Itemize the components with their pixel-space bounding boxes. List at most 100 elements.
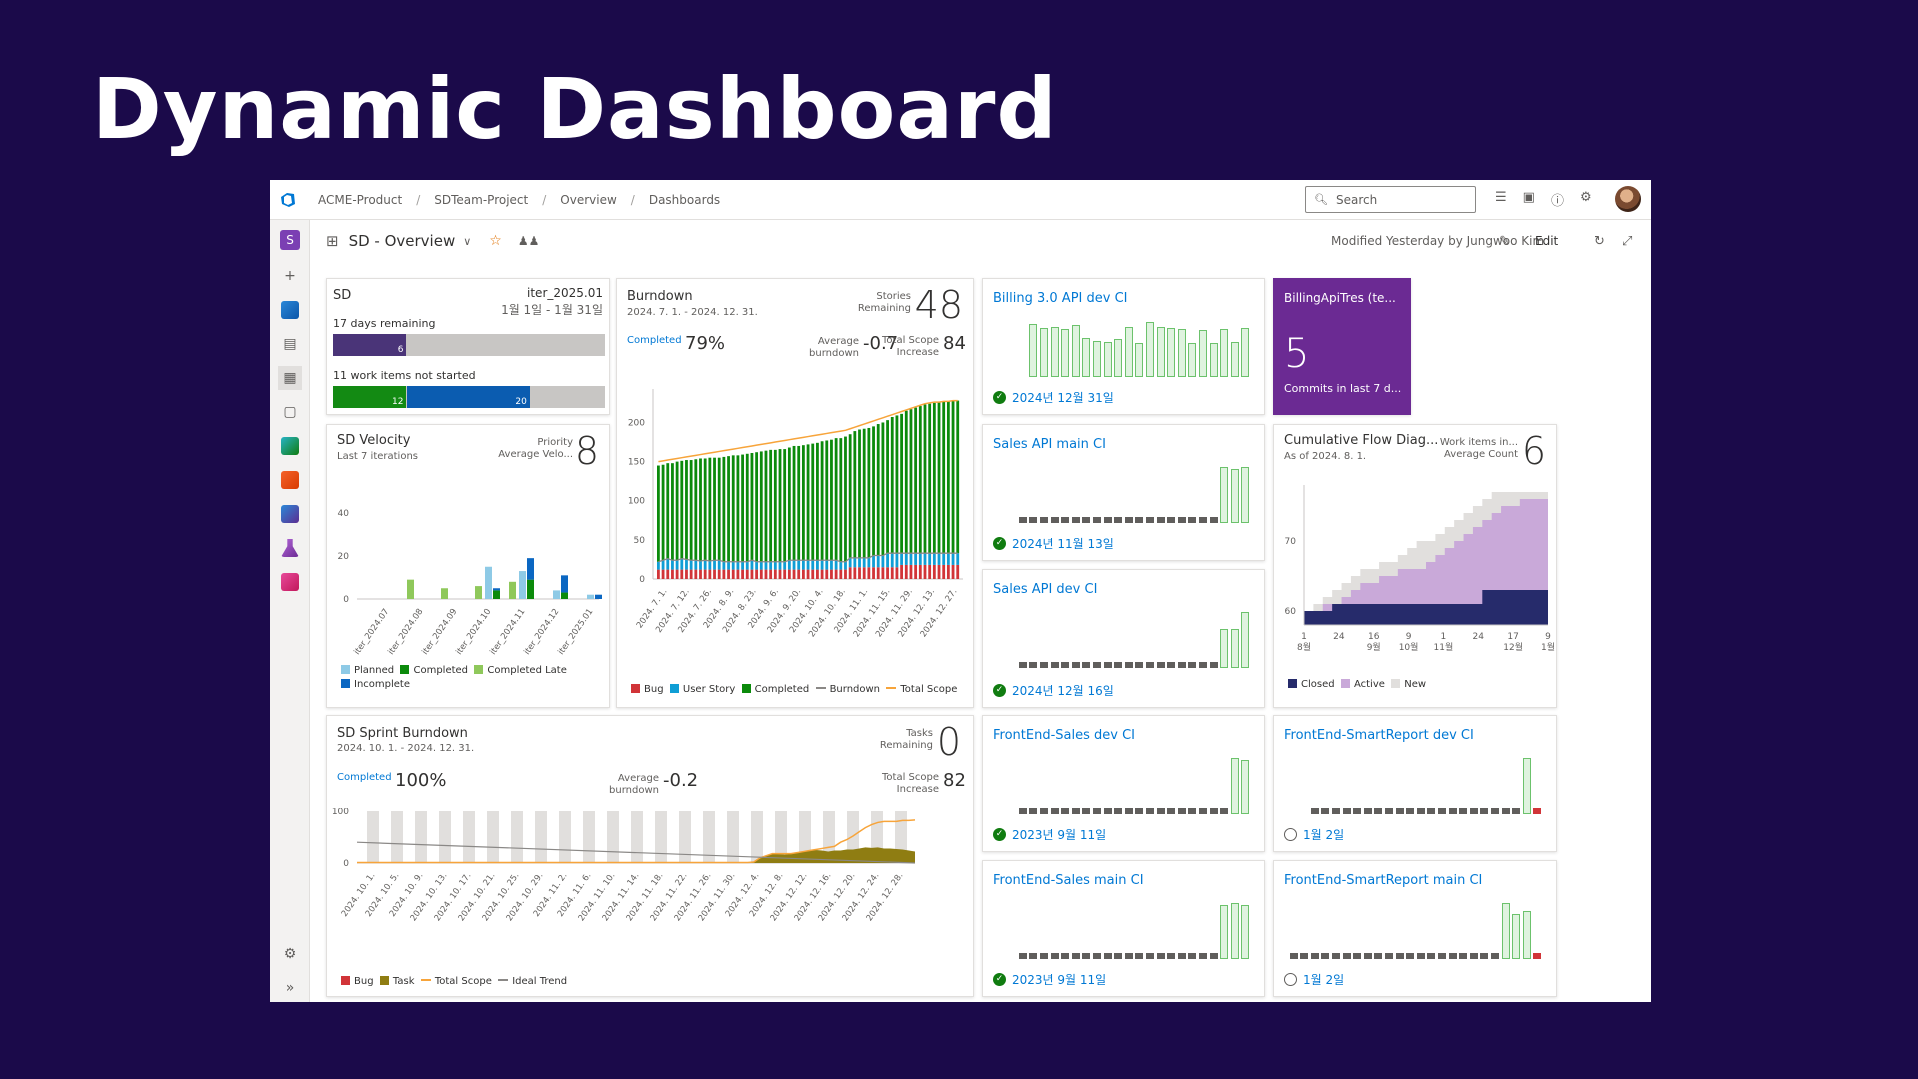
refresh-icon[interactable]: ↻: [1594, 233, 1605, 249]
build-bar-success[interactable]: [1230, 469, 1239, 523]
build-bar-success[interactable]: [1061, 328, 1070, 377]
build-bar-success[interactable]: [1522, 910, 1531, 959]
build-bar-other[interactable]: [1103, 517, 1112, 523]
build-bar-other[interactable]: [1082, 662, 1091, 668]
build-bar-other[interactable]: [1209, 953, 1218, 959]
build-bar-other[interactable]: [1082, 517, 1091, 523]
build-bar-success[interactable]: [1177, 328, 1186, 377]
build-bar-success[interactable]: [1220, 905, 1229, 959]
build-bar-other[interactable]: [1188, 808, 1197, 814]
build-bar-other[interactable]: [1018, 953, 1027, 959]
build-bar-other[interactable]: [1512, 808, 1521, 814]
chevron-down-icon[interactable]: ∨: [463, 234, 472, 248]
boards-icon[interactable]: [278, 434, 302, 458]
build-bar-other[interactable]: [1332, 808, 1340, 814]
build-bar-success[interactable]: [1230, 628, 1239, 668]
build-widget[interactable]: FrontEnd-SmartReport dev CI 1월 2일: [1273, 715, 1557, 852]
build-bar-other[interactable]: [1018, 517, 1027, 523]
build-bar-other[interactable]: [1199, 953, 1207, 959]
build-bar-other[interactable]: [1501, 808, 1510, 814]
help-icon[interactable]: ⓘ: [1550, 194, 1564, 209]
build-widget[interactable]: FrontEnd-Sales main CI ✓ 2023년 9월 11일: [982, 860, 1265, 997]
build-bar-other[interactable]: [1459, 808, 1468, 814]
build-bar-other[interactable]: [1167, 517, 1176, 523]
build-bar-other[interactable]: [1061, 953, 1070, 959]
build-bar-other[interactable]: [1050, 953, 1059, 959]
build-bar-success[interactable]: [1050, 326, 1059, 377]
build-bar-success[interactable]: [1082, 337, 1091, 377]
build-bar-other[interactable]: [1427, 953, 1436, 959]
velocity-widget[interactable]: SD Velocity Last 7 iterations Priority Av…: [326, 424, 610, 708]
build-bar-other[interactable]: [1167, 662, 1176, 668]
build-bar-other[interactable]: [1156, 808, 1165, 814]
build-bar-other[interactable]: [1374, 953, 1383, 959]
build-bar-success[interactable]: [1093, 341, 1101, 377]
build-bar-other[interactable]: [1416, 953, 1425, 959]
build-bar-success[interactable]: [1241, 467, 1250, 523]
build-bar-other[interactable]: [1018, 808, 1027, 814]
build-bar-other[interactable]: [1103, 953, 1112, 959]
build-name[interactable]: Billing 3.0 API dev CI: [993, 291, 1128, 306]
build-bar-other[interactable]: [1289, 953, 1298, 959]
build-widget[interactable]: Sales API main CI ✓ 2024년 11월 13일: [982, 424, 1265, 561]
build-bar-other[interactable]: [1353, 808, 1362, 814]
build-bar-other[interactable]: [1177, 953, 1186, 959]
build-bar-success[interactable]: [1230, 903, 1239, 959]
build-bar-other[interactable]: [1029, 517, 1038, 523]
collapse-icon[interactable]: »: [285, 980, 295, 996]
overview-icon[interactable]: [278, 298, 302, 322]
cfd-widget[interactable]: Cumulative Flow Diag... As of 2024. 8. 1…: [1273, 424, 1557, 708]
task-list-icon[interactable]: ☰: [1495, 190, 1507, 205]
edit-button[interactable]: Edit: [1535, 234, 1559, 248]
settings-icon[interactable]: ⚙: [283, 946, 297, 962]
build-bar-success[interactable]: [1167, 327, 1176, 377]
build-name[interactable]: FrontEnd-Sales dev CI: [993, 728, 1135, 743]
build-bar-other[interactable]: [1199, 517, 1207, 523]
build-bar-other[interactable]: [1135, 808, 1144, 814]
sprint-burndown-widget[interactable]: SD Sprint Burndown 2024. 10. 1. - 2024. …: [326, 715, 974, 997]
build-bar-other[interactable]: [1029, 808, 1038, 814]
build-bar-other[interactable]: [1177, 662, 1186, 668]
build-bar-other[interactable]: [1050, 517, 1059, 523]
build-bar-other[interactable]: [1395, 808, 1404, 814]
user-settings-icon[interactable]: ⚙: [1579, 190, 1592, 205]
build-widget[interactable]: Billing 3.0 API dev CI ✓ 2024년 12월 31일: [982, 278, 1265, 415]
burndown-widget[interactable]: Burndown 2024. 7. 1. - 2024. 12. 31. Sto…: [616, 278, 974, 708]
build-bar-other[interactable]: [1469, 953, 1478, 959]
build-bar-success[interactable]: [1241, 612, 1250, 668]
build-bar-success[interactable]: [1512, 914, 1521, 959]
build-status-footer[interactable]: ✓ 2024년 12월 16일: [993, 682, 1114, 699]
build-bar-other[interactable]: [1146, 517, 1154, 523]
build-bar-other[interactable]: [1177, 808, 1186, 814]
build-bar-success[interactable]: [1071, 325, 1080, 377]
build-bar-other[interactable]: [1071, 517, 1080, 523]
build-status-footer[interactable]: ✓ 2024년 12월 31일: [993, 389, 1114, 406]
build-bar-other[interactable]: [1199, 662, 1207, 668]
build-bar-other[interactable]: [1114, 953, 1123, 959]
build-bar-other[interactable]: [1029, 662, 1038, 668]
build-bar-success[interactable]: [1114, 338, 1123, 377]
build-bar-other[interactable]: [1300, 953, 1309, 959]
build-bar-success[interactable]: [1522, 758, 1531, 814]
build-bar-other[interactable]: [1167, 953, 1176, 959]
build-bar-other[interactable]: [1114, 662, 1123, 668]
build-bar-other[interactable]: [1071, 808, 1080, 814]
build-bar-other[interactable]: [1093, 662, 1101, 668]
build-bar-other[interactable]: [1342, 808, 1351, 814]
build-bar-other[interactable]: [1438, 953, 1446, 959]
build-bar-other[interactable]: [1103, 662, 1112, 668]
test-plans-icon[interactable]: [278, 536, 302, 560]
build-bar-success[interactable]: [1040, 327, 1048, 377]
build-bar-other[interactable]: [1480, 953, 1489, 959]
build-bar-other[interactable]: [1395, 953, 1404, 959]
build-bar-other[interactable]: [1374, 808, 1383, 814]
add-icon[interactable]: +: [284, 268, 296, 284]
build-name[interactable]: FrontEnd-SmartReport dev CI: [1284, 728, 1474, 743]
build-bar-other[interactable]: [1135, 517, 1144, 523]
project-icon[interactable]: S: [280, 230, 300, 250]
build-bar-success[interactable]: [1230, 758, 1239, 814]
build-bar-other[interactable]: [1385, 953, 1393, 959]
sprint-overview-widget[interactable]: SD iter_2025.01 1월 1일 - 1월 31일 17 days r…: [326, 278, 610, 415]
build-bar-success[interactable]: [1241, 760, 1250, 814]
build-bar-success[interactable]: [1230, 342, 1239, 377]
